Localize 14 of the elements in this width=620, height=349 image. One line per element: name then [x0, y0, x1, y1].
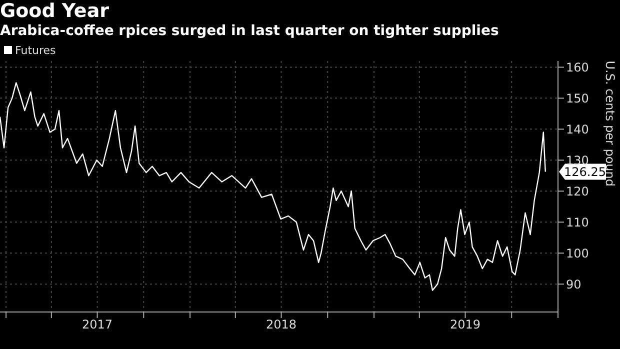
y-tick-label: 110 [566, 215, 589, 230]
chart-title: Good Year [0, 0, 110, 22]
x-tick-label: 2019 [450, 318, 481, 332]
legend-label: Futures [15, 44, 56, 56]
y-tick-label: 150 [566, 91, 589, 106]
y-tick-label: 160 [566, 60, 589, 74]
chart-subtitle: Arabica-coffee rpices surged in last quarter on tighter supplies [0, 22, 500, 40]
y-tick-label: 100 [566, 246, 589, 260]
y-tick-label: 140 [566, 122, 589, 136]
line-series [0, 82, 546, 291]
x-tick-label: 2017 [82, 318, 113, 332]
y-tick-label: 120 [566, 184, 589, 198]
y-tick-label: 90 [566, 277, 582, 292]
x-tick-label: 2018 [266, 318, 297, 332]
